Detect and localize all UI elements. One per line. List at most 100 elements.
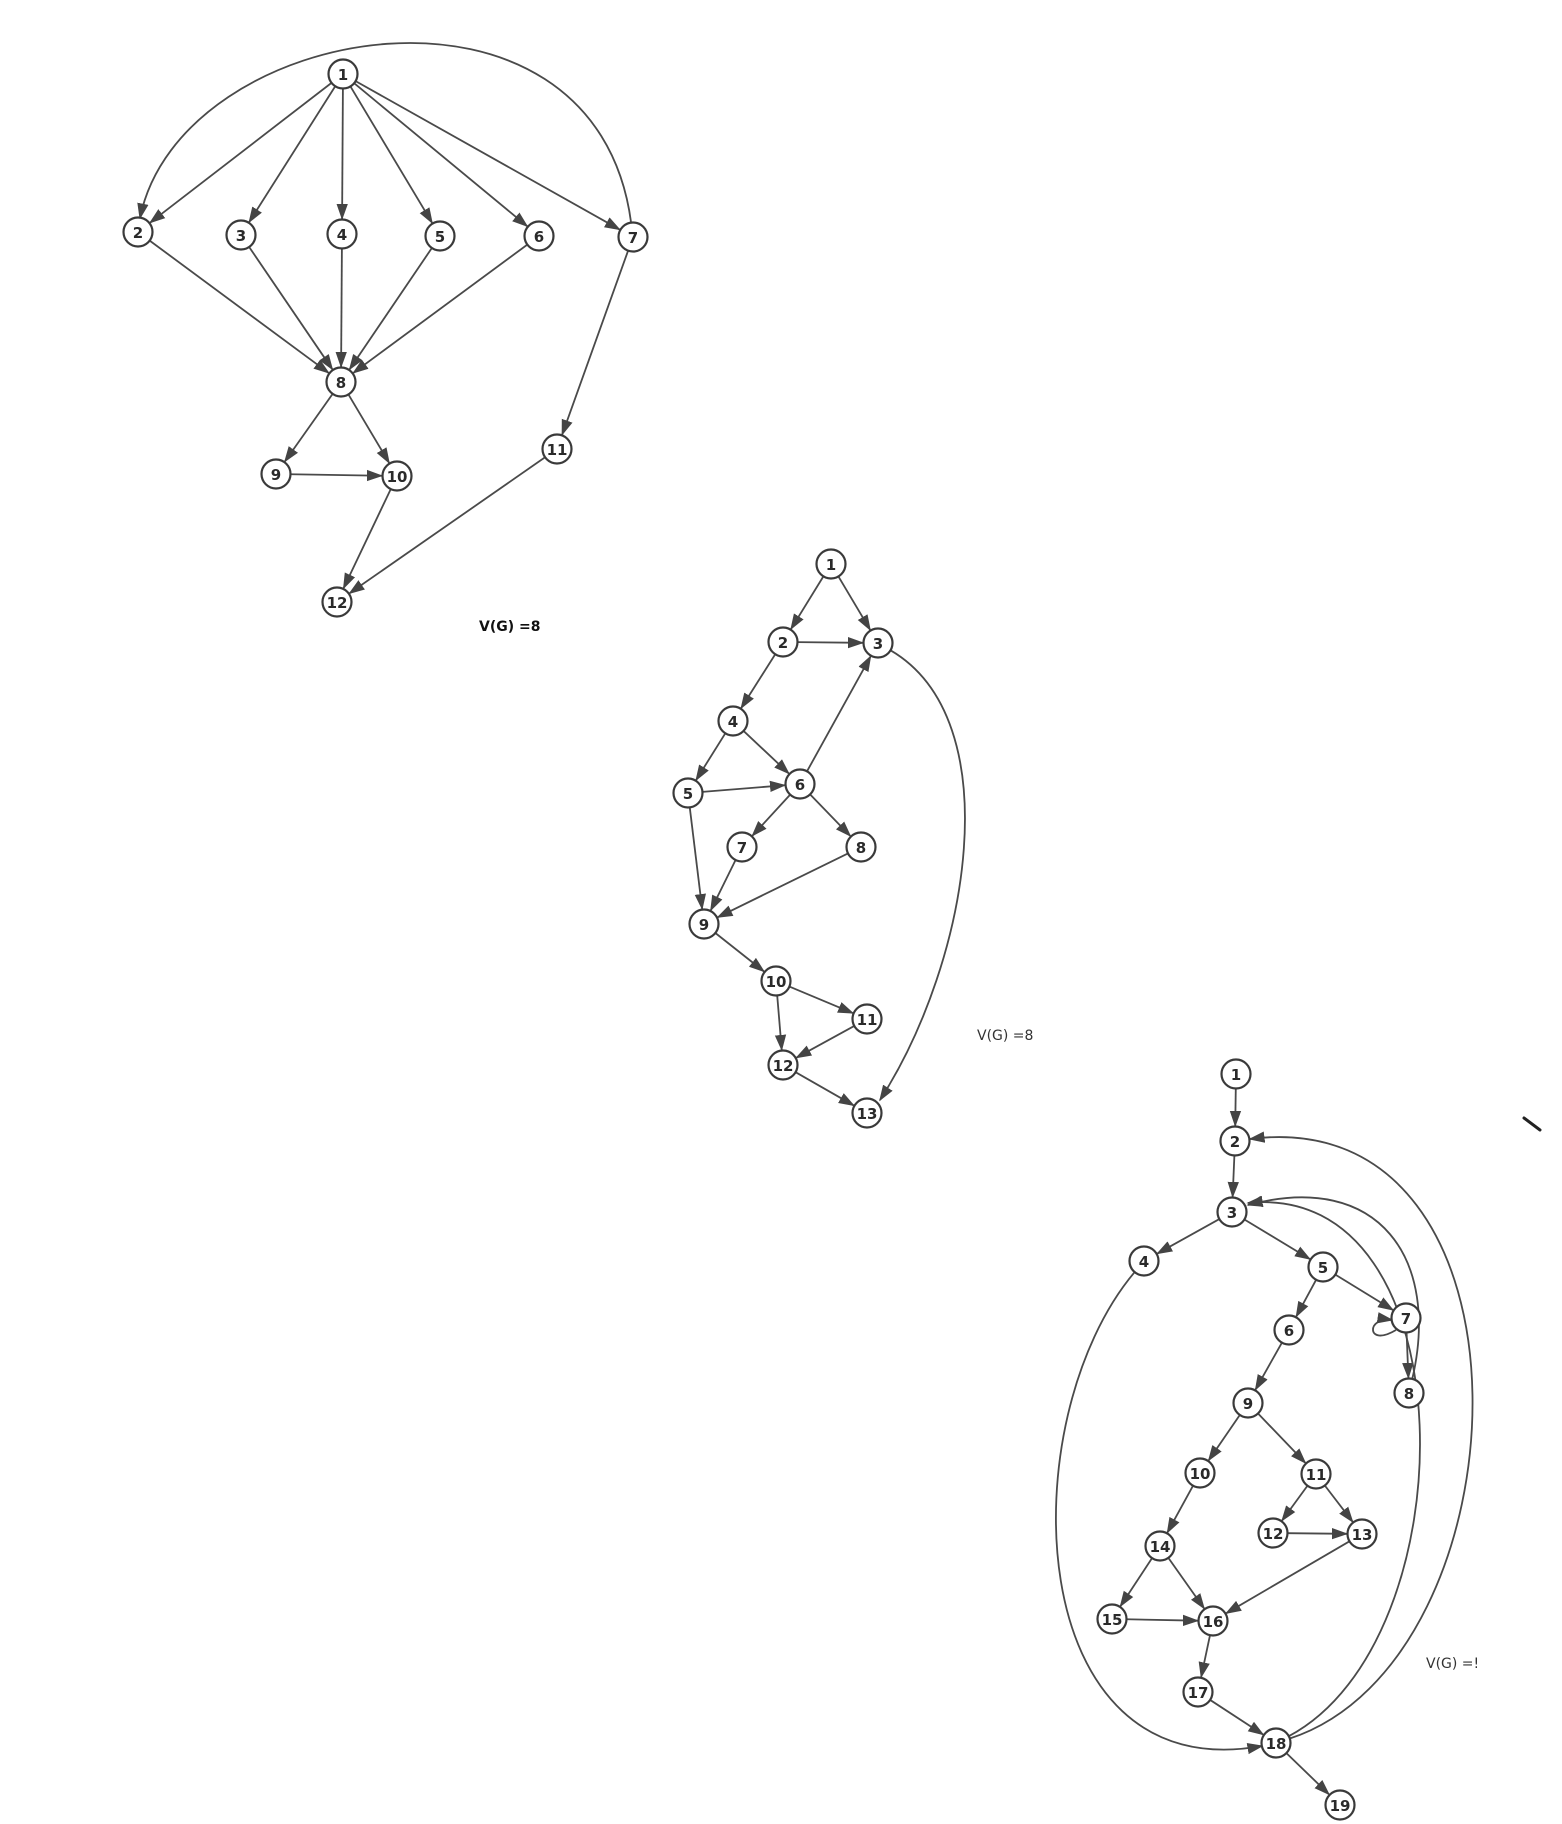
graph-3-edge-15-16 xyxy=(1126,1614,1200,1627)
graph-1-edge-1-3 xyxy=(248,85,337,224)
graph-1-node-1: 1 xyxy=(327,58,359,90)
graph-2-node-label-7: 7 xyxy=(737,839,747,857)
graph-3-node-label-17: 17 xyxy=(1188,1684,1209,1702)
graph-3-node-11: 11 xyxy=(1300,1458,1332,1490)
graph-3-edge-14-16 xyxy=(1167,1557,1205,1610)
graph-2-edge-9-10 xyxy=(714,932,766,973)
graph-3-edge-5-6 xyxy=(1295,1279,1317,1318)
graph-3-node-label-5: 5 xyxy=(1318,1259,1328,1277)
graph-3-node-6: 6 xyxy=(1273,1314,1305,1346)
graph-3-edge-18-19 xyxy=(1285,1752,1331,1796)
graph-2-edge-1-3 xyxy=(837,576,871,632)
graph-2-node-label-3: 3 xyxy=(873,635,883,653)
graph-1-node-label-12: 12 xyxy=(327,594,348,612)
graph-3-node-8: 8 xyxy=(1393,1377,1425,1409)
graph-3-node-9: 9 xyxy=(1232,1387,1264,1419)
graph-3-edge-1-2 xyxy=(1229,1088,1242,1128)
graph-3-node-label-4: 4 xyxy=(1139,1253,1149,1271)
graph-3-edge-7-7 xyxy=(1372,1312,1397,1337)
graph-3-edge-4-18 xyxy=(1055,1271,1264,1755)
graph-3-node-2: 2 xyxy=(1219,1125,1251,1157)
graph-1-node-10: 10 xyxy=(381,460,413,492)
graph-3-complexity-label: V(G) =! xyxy=(1426,1656,1479,1672)
graph-1-edge-6-8 xyxy=(352,243,528,374)
graph-1-edge-5-8 xyxy=(348,247,433,371)
graph-1-node-12: 12 xyxy=(321,586,353,618)
graph-3-node-14: 14 xyxy=(1144,1530,1176,1562)
graph-1-node-label-11: 11 xyxy=(547,441,568,459)
graph-3-node-label-10: 10 xyxy=(1190,1465,1211,1483)
graph-3-node-label-1: 1 xyxy=(1231,1066,1241,1084)
graph-1-node-3: 3 xyxy=(225,219,257,251)
graph-3-node-15: 15 xyxy=(1096,1603,1128,1635)
graph-2-node-label-12: 12 xyxy=(773,1057,794,1075)
graph-1-node-5: 5 xyxy=(424,220,456,252)
graph-3-edge-17-18 xyxy=(1209,1699,1265,1736)
graph-2-node-9: 9 xyxy=(688,908,720,940)
graph-2-edge-6-8 xyxy=(809,793,852,838)
graph-3-node-label-11: 11 xyxy=(1306,1466,1327,1484)
graph-1-node-9: 9 xyxy=(260,458,292,490)
graph-3-edge-10-14 xyxy=(1166,1485,1194,1534)
graph-2-node-1: 1 xyxy=(815,548,847,580)
graph-1-node-8: 8 xyxy=(325,366,357,398)
graph-2-edge-7-9 xyxy=(710,859,737,912)
graph-3-node-12: 12 xyxy=(1257,1517,1289,1549)
graph-1-edge-2-8 xyxy=(149,239,330,374)
graph-3-node-4: 4 xyxy=(1128,1245,1160,1277)
graph-2-node-label-4: 4 xyxy=(728,713,738,731)
graph-2-node-label-1: 1 xyxy=(826,556,836,574)
graph-2-edge-4-5 xyxy=(695,732,727,782)
graph-3-edge-5-7 xyxy=(1334,1273,1395,1311)
graph-1-node-label-6: 6 xyxy=(534,228,544,246)
graph-2-node-3: 3 xyxy=(862,627,894,659)
graph-3-edge-14-15 xyxy=(1119,1557,1153,1608)
graph-3-node-label-12: 12 xyxy=(1263,1525,1284,1543)
graph-1-node-label-1: 1 xyxy=(338,66,348,84)
graph-2-edge-11-12 xyxy=(795,1025,855,1059)
graph-2-node-label-8: 8 xyxy=(856,839,866,857)
graph-3-node-label-6: 6 xyxy=(1284,1322,1294,1340)
graph-3-node-18: 18 xyxy=(1260,1727,1292,1759)
graph-1-node-label-9: 9 xyxy=(271,466,281,484)
graph-3-edge-3-5 xyxy=(1243,1218,1312,1260)
graph-3-node-label-15: 15 xyxy=(1102,1611,1123,1629)
graph-2-node-12: 12 xyxy=(767,1049,799,1081)
graph-2-node-label-13: 13 xyxy=(857,1105,878,1123)
graph-1-node-label-5: 5 xyxy=(435,228,445,246)
graph-2-node-2: 2 xyxy=(767,626,799,658)
graph-3-node-label-18: 18 xyxy=(1266,1735,1287,1753)
graph-2-node-label-11: 11 xyxy=(857,1011,878,1029)
graph-3-edge-9-10 xyxy=(1207,1414,1241,1462)
graph-3-node-19: 19 xyxy=(1324,1789,1356,1821)
graph-2-edge-10-12 xyxy=(774,995,787,1052)
graph-3-edge-16-17 xyxy=(1198,1635,1211,1679)
graph-3-node-label-7: 7 xyxy=(1401,1310,1411,1328)
graph-2-node-label-10: 10 xyxy=(766,973,787,991)
graph-2-complexity-label: V(G) =8 xyxy=(977,1028,1033,1044)
graph-1-node-label-3: 3 xyxy=(236,227,246,245)
graph-2-node-label-6: 6 xyxy=(795,776,805,794)
graph-1-edge-1-5 xyxy=(349,85,433,225)
graph-1-edge-1-7 xyxy=(355,80,621,231)
graph-1-node-4: 4 xyxy=(326,218,358,250)
graph-1-edge-7-2 xyxy=(137,42,632,223)
graph-1-edge-8-9 xyxy=(284,393,334,463)
graph-2-edge-6-3 xyxy=(806,655,872,772)
graph-1-edge-9-10 xyxy=(290,469,384,482)
graph-1-node-label-4: 4 xyxy=(337,226,347,244)
graph-1-node-label-8: 8 xyxy=(336,374,346,392)
graph-3-edge-18-2 xyxy=(1248,1131,1474,1740)
graph-2-node-13: 13 xyxy=(851,1097,883,1129)
graph-1-edge-7-11 xyxy=(561,250,629,436)
graph-1-node-7: 7 xyxy=(617,221,649,253)
graph-3-node-1: 1 xyxy=(1220,1058,1252,1090)
graph-3-node-13: 13 xyxy=(1346,1518,1378,1550)
graph-2-edge-2-3 xyxy=(797,637,865,649)
graph-3-node-label-13: 13 xyxy=(1352,1526,1373,1544)
stray-mark xyxy=(1522,1116,1542,1132)
graph-3-node-label-14: 14 xyxy=(1150,1538,1171,1556)
graph-1-node-6: 6 xyxy=(523,220,555,252)
graph-2-node-10: 10 xyxy=(760,965,792,997)
